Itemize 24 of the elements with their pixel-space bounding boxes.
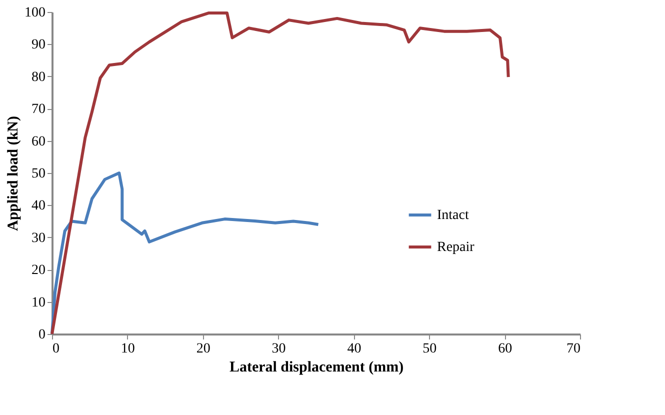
legend-label: Intact xyxy=(437,208,469,223)
x-tick-label: 20 xyxy=(196,342,210,356)
y-tick-label: 20 xyxy=(32,263,46,278)
y-tick-label: 50 xyxy=(32,166,46,182)
y-tick-label: 80 xyxy=(32,70,46,85)
y-tick-label: 30 xyxy=(32,230,46,246)
y-tick-label: 90 xyxy=(32,38,46,53)
x-tick-label: 30 xyxy=(272,342,286,356)
y-tick-label: 70 xyxy=(32,102,46,118)
x-tick-label: 10 xyxy=(120,342,135,356)
x-axis-title: Lateral displacement (mm) xyxy=(229,360,404,376)
y-tick-label: 10 xyxy=(32,295,46,310)
x-tick-label: 0 xyxy=(52,342,60,356)
y-tick-label: 100 xyxy=(24,6,46,20)
x-tick-label: 70 xyxy=(566,342,580,356)
y-tick-label: 40 xyxy=(32,198,46,214)
line-series xyxy=(50,172,320,336)
y-tick-label: 0 xyxy=(38,328,46,342)
legend-label: Repair xyxy=(437,240,475,255)
y-axis-title: Applied load (kN) xyxy=(6,116,22,232)
x-tick-label: 60 xyxy=(498,342,512,356)
y-tick-label: 60 xyxy=(32,134,46,150)
x-tick-label: 40 xyxy=(347,342,362,356)
x-tick-label: 50 xyxy=(422,342,437,356)
